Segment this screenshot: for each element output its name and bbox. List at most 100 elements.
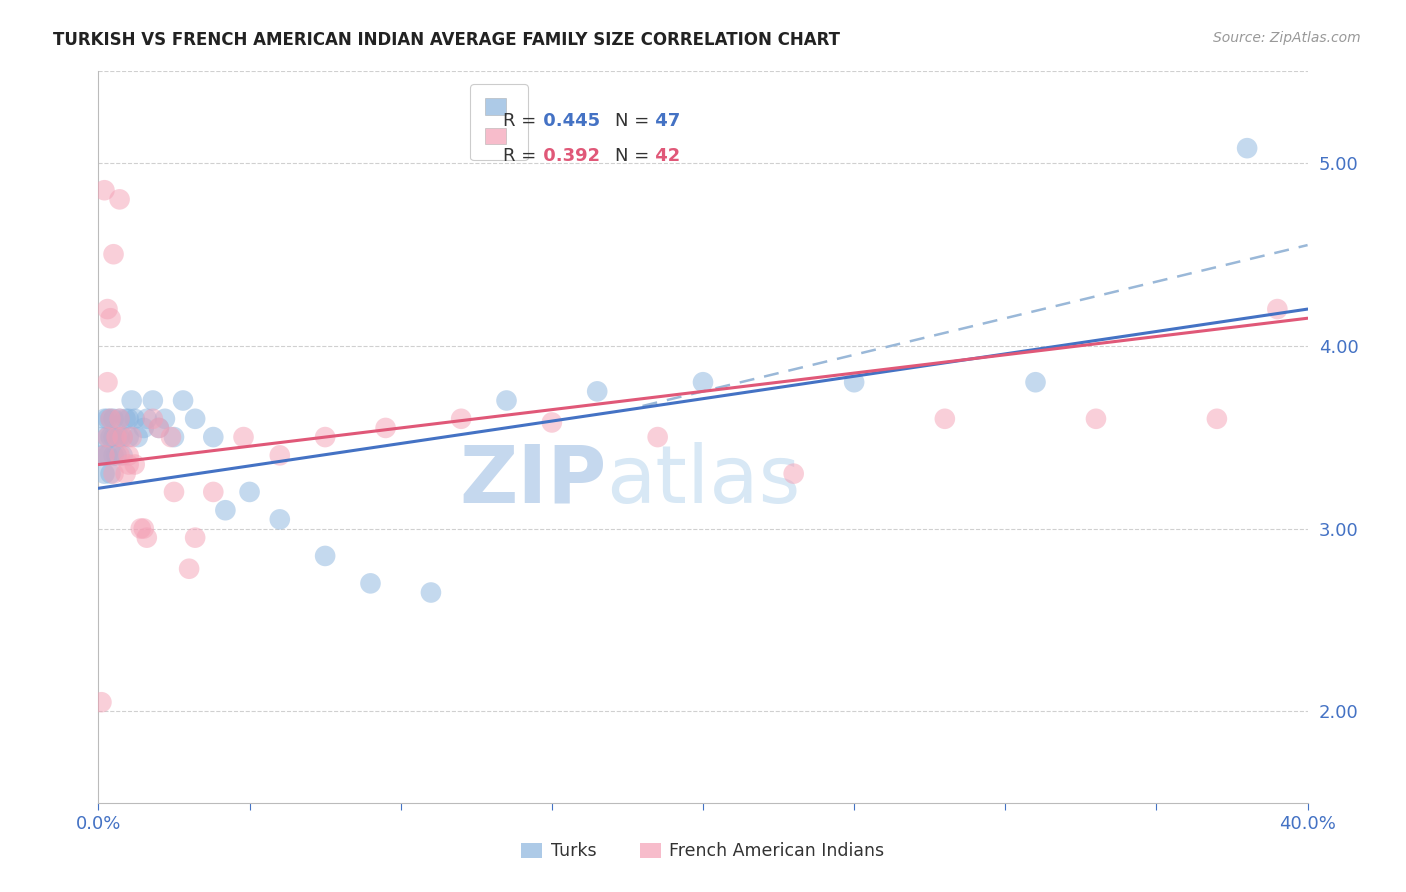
Point — [96, 375, 118, 389]
Point — [1267, 301, 1289, 317]
Point — [1206, 412, 1229, 426]
Point — [100, 430, 122, 444]
Text: Source: ZipAtlas.com: Source: ZipAtlas.com — [1213, 31, 1361, 45]
Point — [124, 458, 146, 472]
Point — [540, 416, 562, 430]
Point — [93, 448, 115, 462]
Point — [269, 512, 291, 526]
Point — [135, 531, 157, 545]
Point — [160, 430, 183, 444]
Text: N =: N = — [614, 112, 655, 130]
Point — [269, 448, 291, 462]
Point — [90, 430, 112, 444]
Legend: Turks, French American Indians: Turks, French American Indians — [515, 836, 891, 867]
Point — [163, 430, 186, 444]
Point — [96, 430, 118, 444]
Point — [202, 485, 225, 500]
Point — [163, 485, 186, 500]
Text: R =: R = — [503, 146, 543, 165]
Point — [495, 393, 517, 408]
Point — [153, 412, 176, 426]
Point — [844, 375, 866, 389]
Point — [124, 412, 146, 426]
Point — [108, 192, 131, 206]
Point — [692, 375, 714, 389]
Point — [586, 384, 609, 399]
Point — [934, 412, 956, 426]
Point — [96, 412, 118, 426]
Point — [184, 531, 207, 545]
Point — [360, 576, 382, 591]
Point — [179, 562, 201, 576]
Point — [108, 412, 131, 426]
Point — [103, 412, 125, 426]
Point — [100, 412, 122, 426]
Text: 42: 42 — [648, 146, 681, 165]
Point — [90, 448, 112, 462]
Point — [121, 393, 143, 408]
Point — [105, 448, 128, 462]
Point — [142, 393, 165, 408]
Point — [103, 467, 125, 481]
Point — [111, 448, 134, 462]
Point — [114, 412, 136, 426]
Point — [172, 393, 194, 408]
Point — [111, 430, 134, 444]
Point — [132, 521, 155, 535]
Point — [118, 430, 141, 444]
Point — [100, 412, 122, 426]
Point — [105, 430, 128, 444]
Point — [93, 467, 115, 481]
Point — [647, 430, 669, 444]
Text: N =: N = — [614, 146, 655, 165]
Point — [450, 412, 472, 426]
Point — [127, 430, 149, 444]
Text: 0.392: 0.392 — [537, 146, 600, 165]
Point — [135, 412, 157, 426]
Legend: , : , — [470, 84, 529, 161]
Point — [214, 503, 236, 517]
Point — [142, 412, 165, 426]
Point — [314, 430, 336, 444]
Point — [783, 467, 806, 481]
Point — [93, 412, 115, 426]
Point — [103, 247, 125, 261]
Point — [100, 467, 122, 481]
Point — [148, 421, 170, 435]
Text: 47: 47 — [648, 112, 681, 130]
Point — [1236, 141, 1258, 155]
Text: atlas: atlas — [606, 442, 800, 520]
Point — [121, 430, 143, 444]
Point — [108, 412, 131, 426]
Point — [93, 183, 115, 197]
Point — [232, 430, 254, 444]
Point — [111, 430, 134, 444]
Point — [202, 430, 225, 444]
Point — [114, 467, 136, 481]
Point — [118, 412, 141, 426]
Point — [96, 301, 118, 317]
Point — [148, 421, 170, 435]
Point — [239, 485, 262, 500]
Point — [96, 448, 118, 462]
Point — [103, 430, 125, 444]
Point — [108, 430, 131, 444]
Point — [132, 421, 155, 435]
Point — [105, 430, 128, 444]
Point — [108, 448, 131, 462]
Point — [93, 448, 115, 462]
Point — [314, 549, 336, 563]
Point — [1085, 412, 1108, 426]
Point — [96, 430, 118, 444]
Point — [1024, 375, 1046, 389]
Point — [420, 585, 443, 599]
Text: 0.445: 0.445 — [537, 112, 600, 130]
Text: R =: R = — [503, 112, 543, 130]
Text: TURKISH VS FRENCH AMERICAN INDIAN AVERAGE FAMILY SIZE CORRELATION CHART: TURKISH VS FRENCH AMERICAN INDIAN AVERAG… — [53, 31, 841, 49]
Point — [184, 412, 207, 426]
Text: ZIP: ZIP — [458, 442, 606, 520]
Point — [118, 448, 141, 462]
Point — [100, 311, 122, 326]
Point — [118, 458, 141, 472]
Point — [374, 421, 396, 435]
